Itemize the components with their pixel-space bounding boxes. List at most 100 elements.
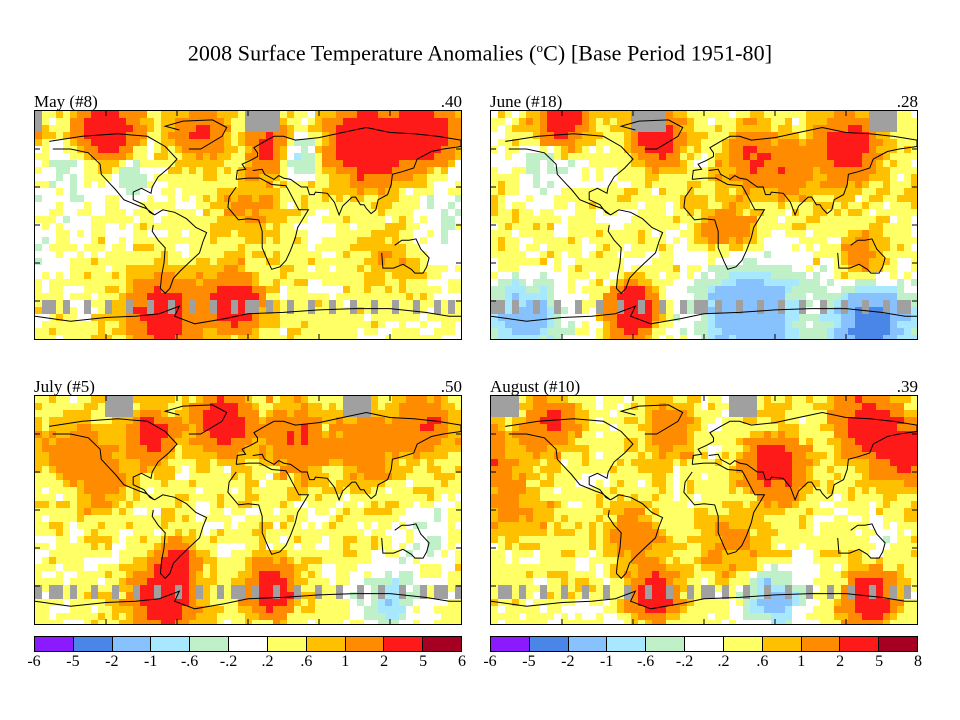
coastline <box>491 590 917 610</box>
color-scale-tick-label: -5 <box>66 653 80 670</box>
coastline <box>837 238 886 274</box>
color-swatch <box>529 637 569 651</box>
coastline <box>235 126 461 217</box>
frame-ticks <box>491 396 917 624</box>
color-swatch <box>423 637 461 651</box>
figure-title: 2008 Surface Temperature Anomalies (oC) … <box>187 40 773 66</box>
color-swatch <box>151 637 191 651</box>
color-swatch <box>840 637 880 651</box>
coastlines <box>491 119 917 325</box>
anomaly-map <box>490 395 918 625</box>
coastline <box>151 209 208 295</box>
color-swatch <box>35 637 74 651</box>
color-swatch <box>762 637 802 651</box>
color-scale-tick-label: .6 <box>756 653 769 670</box>
coastline <box>381 523 430 559</box>
color-scale-tick-label: .2 <box>717 653 730 670</box>
coastline <box>163 119 228 150</box>
coastline <box>35 305 461 325</box>
frame-ticks <box>491 111 917 339</box>
color-scale-bar <box>34 636 462 652</box>
coastline <box>607 494 664 580</box>
panel-month-label: May (#8) <box>34 92 98 111</box>
coastline <box>607 209 664 295</box>
color-scale-tick-label: .2 <box>261 653 274 670</box>
coastlines <box>491 404 917 610</box>
color-swatch <box>723 637 763 651</box>
color-scale-tick-label: 1 <box>797 653 806 670</box>
anomaly-field <box>491 396 917 624</box>
coastline <box>227 462 310 555</box>
color-scale-tick-label: -6 <box>27 653 41 670</box>
color-swatch <box>879 637 917 651</box>
color-scale-tick-label: -1 <box>144 653 158 670</box>
anomaly-map <box>34 110 462 340</box>
coastlines <box>35 404 461 610</box>
coastline <box>837 523 886 559</box>
coastline <box>505 418 634 501</box>
color-swatch <box>112 637 152 651</box>
frame-ticks <box>35 396 461 624</box>
coastline <box>691 126 917 217</box>
anomaly-field <box>491 111 917 339</box>
anomaly-map <box>490 110 918 340</box>
coastline <box>235 411 461 502</box>
coastline <box>151 494 208 580</box>
color-scale-tick-label: 5 <box>419 653 428 670</box>
color-scale-tick-label: -2 <box>561 653 575 670</box>
color-scale-tick-label: -6 <box>483 653 497 670</box>
anomaly-field <box>35 396 461 624</box>
coastline <box>691 411 917 502</box>
color-scale-tick-label: -2 <box>105 653 119 670</box>
color-scale-tick-label: -.2 <box>675 653 694 670</box>
coastline <box>381 238 430 274</box>
color-swatch <box>491 637 530 651</box>
color-scale-right: -6 -5 -2 -1 -.6 -.2 .2 .6 1 2 5 8 <box>483 636 922 676</box>
panel-month-label: July (#5) <box>34 377 95 396</box>
panel-global-mean: .50 <box>440 377 462 396</box>
color-swatch <box>190 637 230 651</box>
panel-month-label: June (#18) <box>490 92 563 111</box>
coastline <box>227 177 310 270</box>
color-swatch <box>568 637 608 651</box>
coastline <box>619 119 684 150</box>
color-scale-left: -6 -5 -2 -1 -.6 -.2 .2 .6 1 2 5 6 <box>27 636 466 676</box>
coastline <box>49 133 178 216</box>
anomaly-field <box>35 111 461 339</box>
color-swatch <box>267 637 307 651</box>
color-swatch <box>306 637 346 651</box>
panel-global-mean: .28 <box>896 92 918 111</box>
color-swatch <box>607 637 647 651</box>
color-scale-tick-label: -.6 <box>180 653 199 670</box>
color-swatch <box>646 637 686 651</box>
color-swatch <box>685 637 724 651</box>
coastline <box>505 133 634 216</box>
panel-global-mean: .39 <box>896 377 918 396</box>
color-scale-tick-label: -1 <box>600 653 614 670</box>
color-swatch <box>384 637 424 651</box>
color-swatch <box>345 637 385 651</box>
coastline <box>491 305 917 325</box>
color-scale-tick-label: 1 <box>341 653 350 670</box>
color-scale-tick-label: 8 <box>914 653 922 670</box>
color-scale-tick-label: 2 <box>380 653 389 670</box>
color-scale-tick-label: 5 <box>875 653 884 670</box>
color-scale-tick-label: 2 <box>836 653 845 670</box>
color-swatch <box>73 637 113 651</box>
color-swatch <box>229 637 268 651</box>
coastline <box>35 590 461 610</box>
color-scale-tick-label: -5 <box>522 653 536 670</box>
color-scale-tick-label: 6 <box>458 653 466 670</box>
color-scale-bar <box>490 636 918 652</box>
frame-ticks <box>35 111 461 339</box>
coastline <box>683 177 766 270</box>
color-swatch <box>801 637 841 651</box>
anomaly-map <box>34 395 462 625</box>
panel-global-mean: .40 <box>440 92 462 111</box>
color-scale-tick-label: .6 <box>300 653 313 670</box>
color-scale-tick-label: -.2 <box>219 653 238 670</box>
coastline <box>683 462 766 555</box>
panel-month-label: August (#10) <box>490 377 581 396</box>
coastlines <box>35 119 461 325</box>
coastline <box>49 418 178 501</box>
